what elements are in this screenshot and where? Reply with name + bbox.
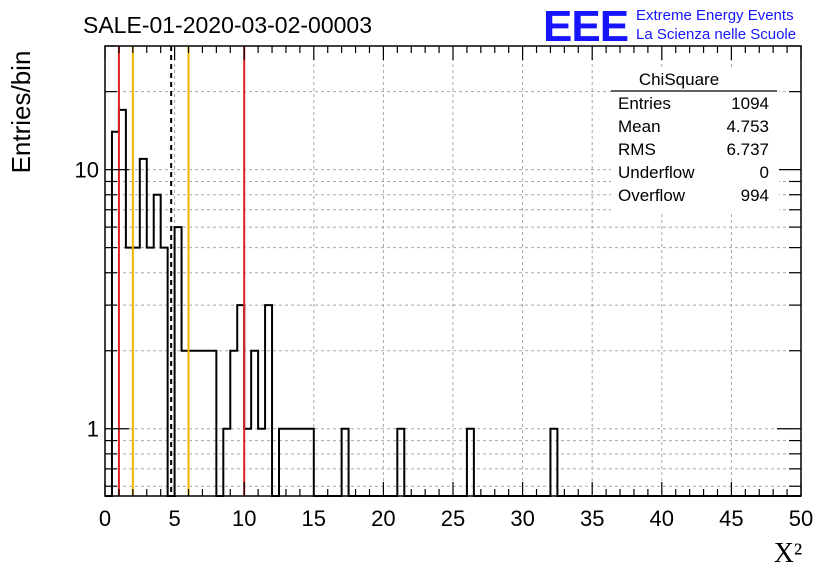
x-tick-label: 5 xyxy=(168,506,180,531)
ticks xyxy=(104,45,802,496)
x-tick-label: 0 xyxy=(99,506,111,531)
x-tick-label: 30 xyxy=(510,506,534,531)
x-tick-label: 25 xyxy=(441,506,465,531)
chart-title: SALE-01-2020-03-02-00003 xyxy=(83,12,372,38)
y-tick-labels: 1 10 xyxy=(75,158,99,442)
stats-label: RMS xyxy=(618,140,656,159)
stats-label: Entries xyxy=(618,94,671,113)
y-tick-label: 10 xyxy=(75,158,99,183)
stats-rows: Entries 1094 Mean 4.753 RMS 6.737 Underflow 0 Ov… xyxy=(618,94,769,205)
stats-label: Overflow xyxy=(618,186,686,205)
stats-value: 994 xyxy=(741,186,769,205)
stats-box: ChiSquare Entries 1094 Mean 4.753 RMS 6.737 Un… xyxy=(611,68,779,214)
grid xyxy=(105,46,801,496)
logo-line-2: La Scienza nelle Scuole xyxy=(636,26,796,43)
stats-value: 0 xyxy=(760,163,769,182)
x-tick-labels: 0 5 10 15 20 25 30 35 40 45 50 xyxy=(99,506,813,531)
stats-value: 4.753 xyxy=(726,117,769,136)
stats-label: Mean xyxy=(618,117,661,136)
x-tick-label: 40 xyxy=(650,506,674,531)
reference-lines xyxy=(117,46,246,496)
x-tick-label: 35 xyxy=(580,506,604,531)
x-tick-label: 50 xyxy=(789,506,813,531)
logo-line-1: Extreme Energy Events xyxy=(636,7,794,24)
stats-label: Underflow xyxy=(618,163,695,182)
stats-box-background xyxy=(611,68,779,214)
stats-value: 6.737 xyxy=(726,140,769,159)
logo-mark: EEE xyxy=(543,2,628,51)
x-tick-label: 10 xyxy=(232,506,256,531)
stats-title: ChiSquare xyxy=(639,70,719,89)
x-tick-label: 15 xyxy=(302,506,326,531)
x-tick-label: 45 xyxy=(719,506,743,531)
stats-value: 1094 xyxy=(731,94,769,113)
eee-logo: EEE Extreme Energy Events La Scienza nel… xyxy=(543,2,796,51)
x-axis-label: X² xyxy=(774,538,803,569)
y-tick-label: 1 xyxy=(87,417,99,442)
y-axis-label: Entries/bin xyxy=(6,51,36,174)
x-tick-label: 20 xyxy=(371,506,395,531)
